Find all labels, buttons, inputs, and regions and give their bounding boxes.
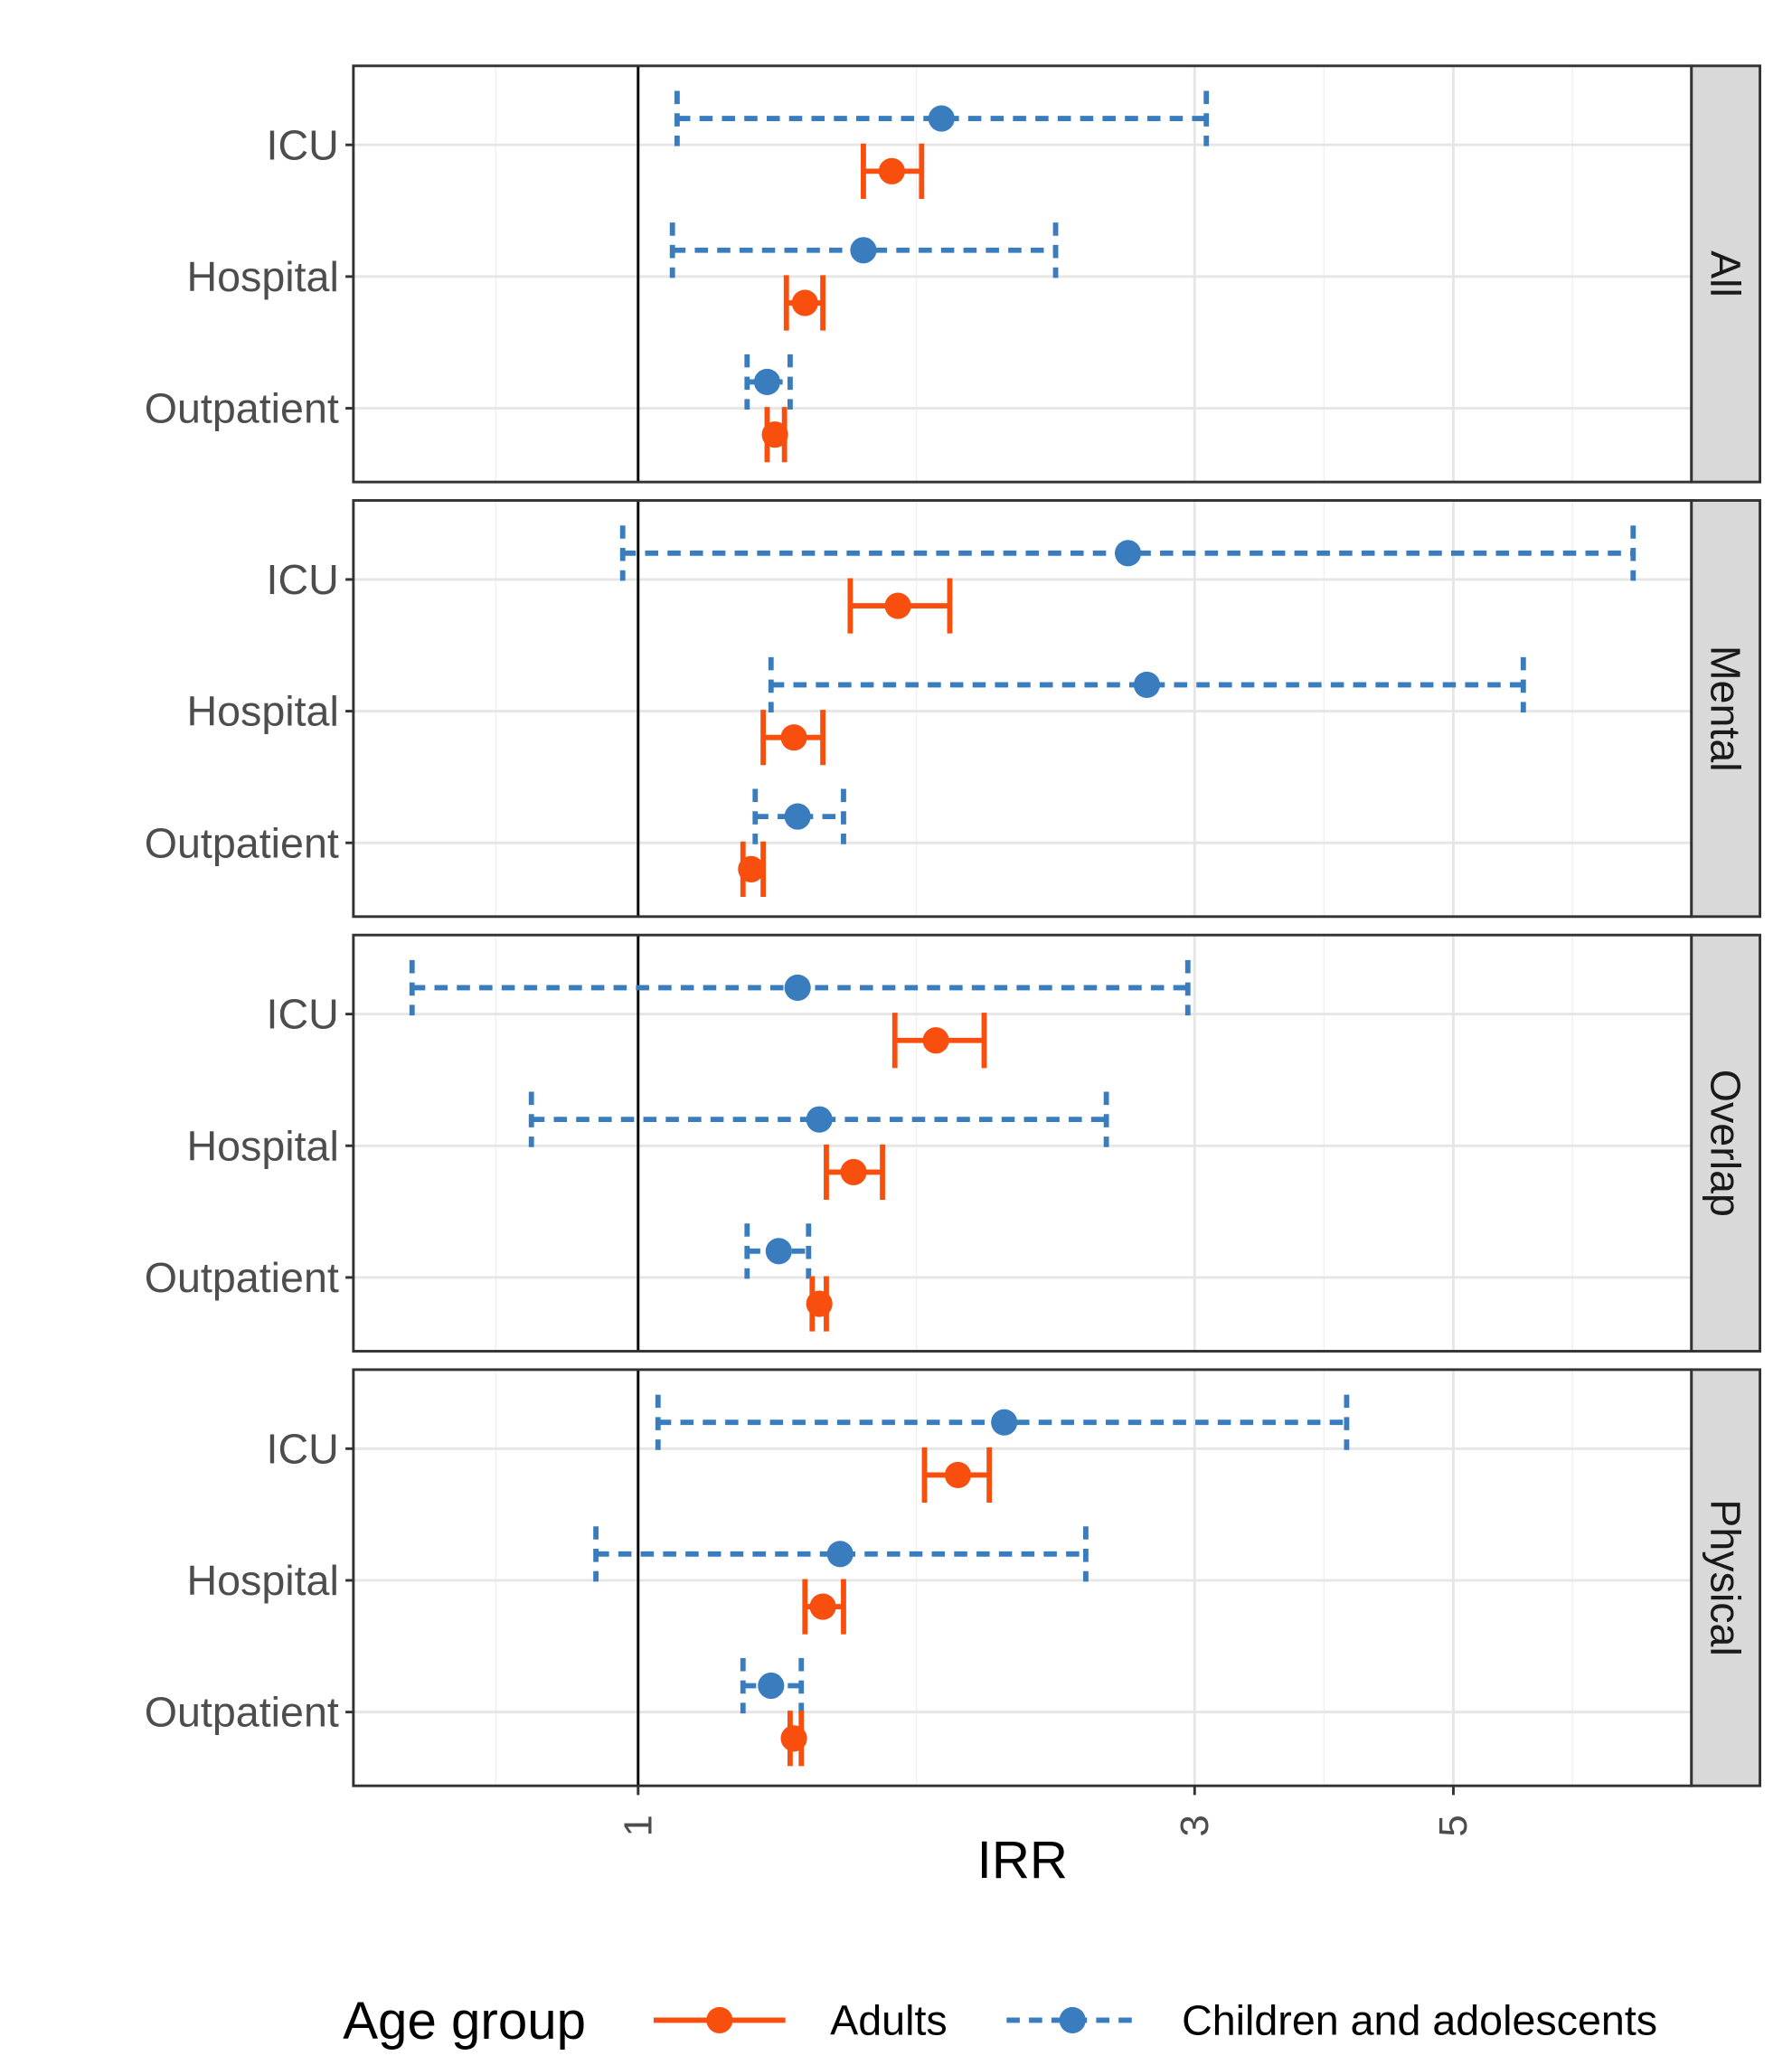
- facet-strip: [1690, 499, 1762, 919]
- panel-all: ICU Hospital Outpatient All: [145, 64, 1762, 484]
- panel-background: [353, 1369, 1692, 1787]
- adults-point: [780, 724, 807, 751]
- adults-point: [738, 855, 765, 882]
- adults-point: [922, 1027, 949, 1054]
- y-tick-label: Hospital: [186, 253, 338, 300]
- panel-mental: ICU Hospital Outpatient Mental: [145, 499, 1762, 919]
- children-point: [753, 368, 781, 395]
- y-tick-label: Hospital: [186, 1122, 338, 1169]
- x-axis: 1 3 5: [616, 1786, 1476, 1837]
- children-point: [784, 974, 811, 1002]
- children-point: [1133, 671, 1161, 699]
- panel-physical: ICU Hospital Outpatient Physical: [145, 1368, 1762, 1787]
- adults-point: [944, 1461, 972, 1488]
- y-tick-label: ICU: [267, 991, 339, 1038]
- facet-strip-label: Physical: [1702, 1499, 1750, 1656]
- y-tick-label: Outpatient: [145, 385, 339, 432]
- facet-strip: [1690, 1368, 1762, 1787]
- y-tick-label: ICU: [267, 556, 339, 603]
- adults-point: [878, 157, 905, 184]
- facet-strip-label: Overlap: [1702, 1070, 1750, 1217]
- legend-title: Age group: [343, 1992, 586, 2051]
- children-point: [826, 1541, 854, 1568]
- adults-point: [791, 289, 818, 316]
- children-point: [991, 1409, 1018, 1436]
- x-tick-label: 1: [616, 1815, 660, 1836]
- adults-point: [780, 1725, 807, 1752]
- legend-key-point-1: [1059, 2006, 1086, 2034]
- facet-strip-label: Mental: [1702, 646, 1750, 772]
- facet-strip: [1690, 64, 1762, 484]
- y-tick-label: Hospital: [186, 1557, 338, 1604]
- y-tick-label: ICU: [267, 1425, 339, 1472]
- panel-background: [353, 500, 1692, 917]
- panel-background: [353, 65, 1692, 483]
- children-point: [1114, 540, 1142, 567]
- legend-label: Adults: [830, 1996, 948, 2043]
- legend-key-point-0: [706, 2006, 733, 2034]
- legend: Age group Adults Children and adolescents: [343, 1992, 1657, 2051]
- adults-point: [806, 1290, 833, 1317]
- y-tick-label: Outpatient: [145, 1254, 339, 1301]
- panels: ICU Hospital Outpatient All ICU Hospital Outpa…: [145, 64, 1762, 1787]
- legend-label: Children and adolescents: [1182, 1996, 1657, 2043]
- children-point: [928, 105, 955, 132]
- children-point: [765, 1238, 792, 1265]
- adults-point: [761, 421, 788, 448]
- y-tick-label: Outpatient: [145, 1689, 339, 1736]
- x-tick-label: 3: [1173, 1815, 1217, 1836]
- adults-point: [840, 1158, 867, 1185]
- y-tick-label: Outpatient: [145, 819, 339, 866]
- children-point: [758, 1672, 785, 1700]
- children-point: [784, 803, 811, 830]
- x-tick-label: 5: [1431, 1815, 1476, 1836]
- y-tick-label: ICU: [267, 121, 339, 168]
- panel-background: [353, 935, 1692, 1352]
- x-axis-label: IRR: [977, 1831, 1068, 1890]
- children-point: [850, 237, 877, 264]
- adults-point: [884, 592, 911, 619]
- facet-strip-label: All: [1702, 250, 1750, 297]
- adults-point: [809, 1593, 836, 1620]
- panel-overlap: ICU Hospital Outpatient Overlap: [145, 933, 1762, 1353]
- y-tick-label: Hospital: [186, 688, 338, 735]
- facet-strip: [1690, 933, 1762, 1353]
- children-point: [806, 1106, 833, 1133]
